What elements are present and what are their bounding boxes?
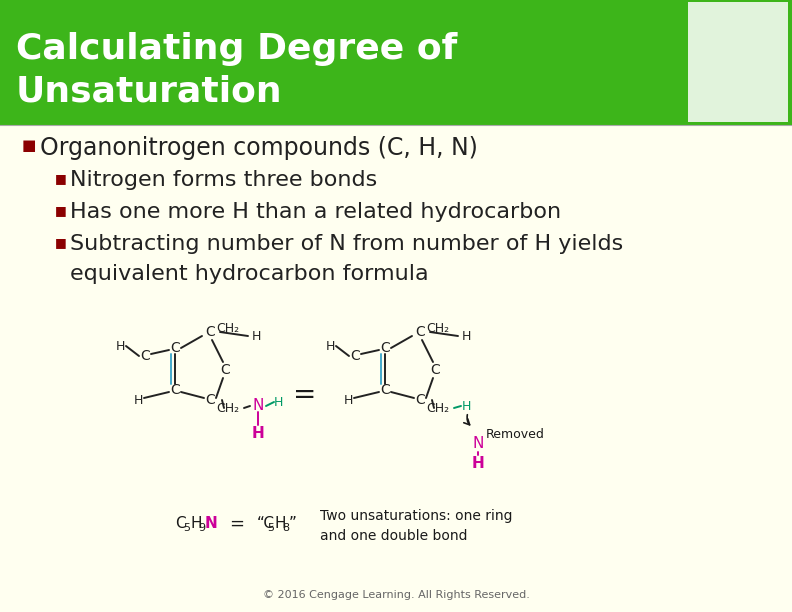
Text: C: C	[170, 383, 180, 397]
Text: Unsaturation: Unsaturation	[16, 74, 283, 108]
Text: C: C	[140, 349, 150, 363]
Text: H: H	[251, 329, 261, 343]
Text: ■: ■	[55, 204, 67, 217]
Text: C: C	[205, 325, 215, 339]
Text: ”: ”	[289, 517, 297, 531]
Text: Has one more H than a related hydrocarbon: Has one more H than a related hydrocarbo…	[70, 202, 561, 222]
Text: H: H	[133, 394, 143, 406]
Text: C: C	[380, 383, 390, 397]
Text: © 2016 Cengage Learning. All Rights Reserved.: © 2016 Cengage Learning. All Rights Rese…	[263, 590, 529, 600]
Text: C: C	[380, 341, 390, 355]
FancyBboxPatch shape	[0, 0, 792, 125]
Text: H: H	[326, 340, 335, 353]
Text: N: N	[253, 398, 264, 414]
Text: C: C	[415, 393, 425, 407]
Text: and one double bond: and one double bond	[320, 529, 467, 543]
Text: CH₂: CH₂	[426, 321, 450, 335]
Text: H: H	[461, 400, 470, 412]
Text: H: H	[273, 395, 283, 408]
Text: 9: 9	[198, 523, 205, 533]
Text: Two unsaturations: one ring: Two unsaturations: one ring	[320, 509, 512, 523]
Text: H: H	[116, 340, 124, 353]
Text: C: C	[205, 393, 215, 407]
Text: Nitrogen forms three bonds: Nitrogen forms three bonds	[70, 170, 377, 190]
Text: “C: “C	[257, 517, 275, 531]
Text: 5: 5	[267, 523, 274, 533]
Text: ■: ■	[55, 172, 67, 185]
Text: H: H	[190, 517, 201, 531]
Text: N: N	[472, 436, 484, 452]
Text: ■: ■	[55, 236, 67, 249]
Text: H: H	[461, 329, 470, 343]
Text: H: H	[343, 394, 352, 406]
Text: 8: 8	[282, 523, 289, 533]
FancyBboxPatch shape	[688, 2, 788, 122]
Text: 5: 5	[183, 523, 190, 533]
Text: ■: ■	[22, 138, 36, 153]
Text: N: N	[205, 517, 218, 531]
Text: Calculating Degree of: Calculating Degree of	[16, 32, 457, 66]
Text: Organonitrogen compounds (C, H, N): Organonitrogen compounds (C, H, N)	[40, 136, 478, 160]
Text: H: H	[252, 425, 265, 441]
Text: C: C	[220, 363, 230, 377]
Text: =: =	[293, 381, 317, 409]
Text: =: =	[230, 515, 245, 533]
Text: equivalent hydrocarbon formula: equivalent hydrocarbon formula	[70, 264, 428, 284]
Text: C: C	[415, 325, 425, 339]
Text: C: C	[350, 349, 360, 363]
Text: C: C	[170, 341, 180, 355]
Text: CH₂: CH₂	[216, 321, 239, 335]
Text: H: H	[471, 455, 485, 471]
Text: Removed: Removed	[486, 428, 545, 441]
Text: H: H	[274, 517, 285, 531]
Text: CH₂: CH₂	[216, 401, 239, 414]
Text: C: C	[175, 517, 185, 531]
Text: CH₂: CH₂	[426, 401, 450, 414]
Text: C: C	[430, 363, 440, 377]
Text: Subtracting number of N from number of H yields: Subtracting number of N from number of H…	[70, 234, 623, 254]
